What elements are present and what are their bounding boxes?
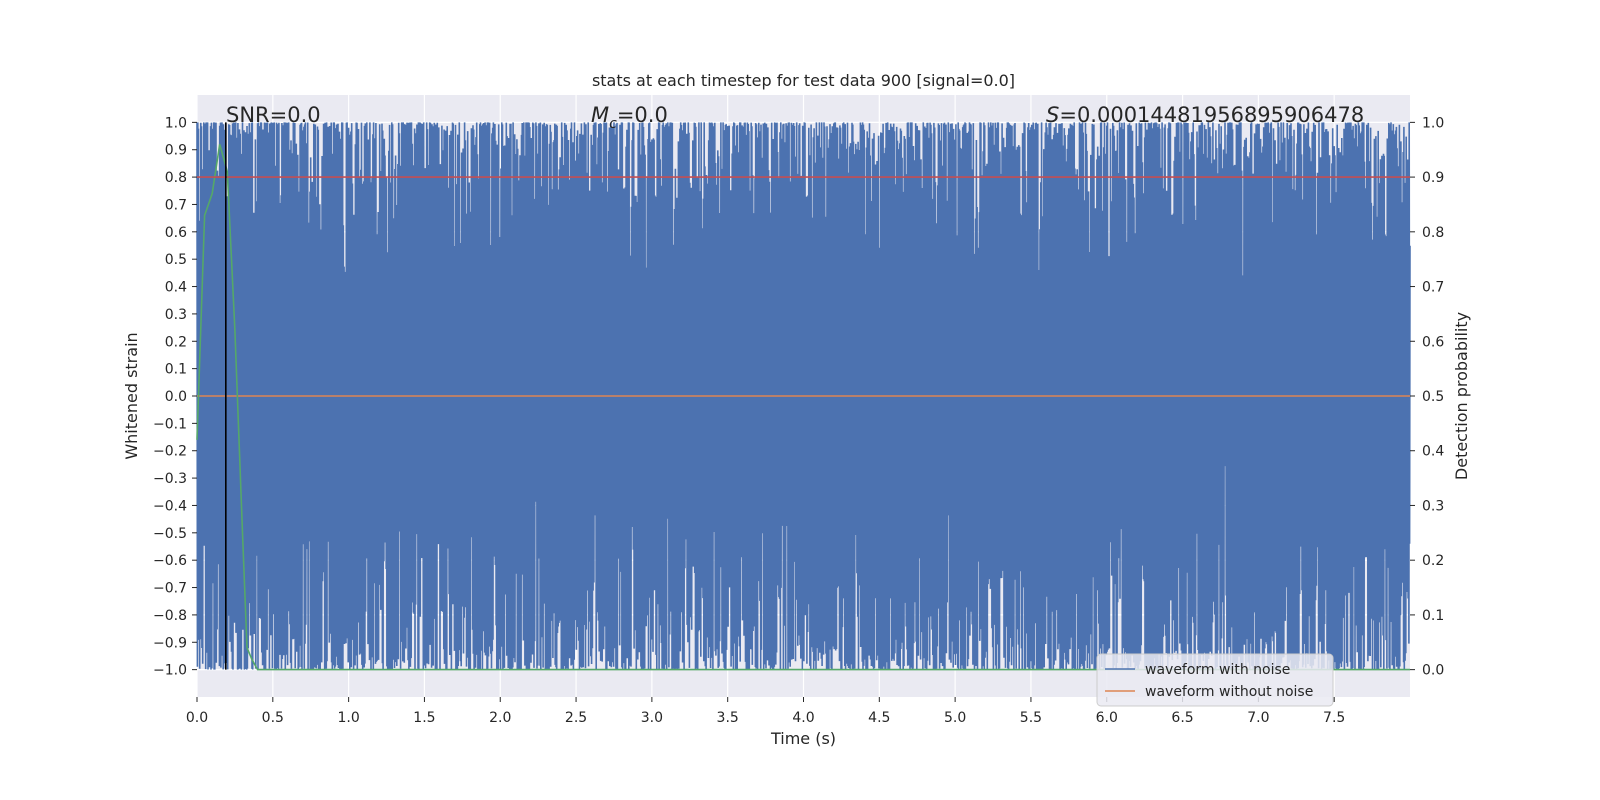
y-tick-label: 0.5 [165, 252, 187, 268]
annotation-s: S=0.00014481956895906478 [1046, 103, 1364, 127]
y-tick-label: 1.0 [165, 115, 187, 131]
x-tick-label: 3.5 [717, 710, 739, 726]
x-tick-label: 0.5 [262, 710, 284, 726]
annotation-s-value: =0.00014481956895906478 [1059, 103, 1364, 127]
legend-label-waveform-with-noise: waveform with noise [1145, 662, 1290, 678]
y-right-tick-label: 0.7 [1422, 280, 1444, 296]
y-tick-label: −0.9 [153, 635, 187, 651]
y-tick-label: −1.0 [153, 663, 187, 679]
annotation-chirp-mass: Mc=0.0 [591, 103, 668, 132]
y-tick-label: −0.1 [153, 416, 187, 432]
y-right-tick-label: 0.9 [1422, 170, 1444, 186]
y-tick-label: −0.6 [153, 553, 187, 569]
y-tick-label: −0.5 [153, 526, 187, 542]
legend-box [1096, 653, 1334, 707]
y-right-tick-label: 0.4 [1422, 444, 1444, 460]
x-axis-label: Time (s) [770, 729, 836, 748]
x-tick-label: 5.0 [944, 710, 966, 726]
x-tick-label: 4.5 [868, 710, 890, 726]
y-tick-label: 0.9 [165, 143, 187, 159]
y-tick-label: 0.7 [165, 197, 187, 213]
y-tick-label: −0.2 [153, 444, 187, 460]
x-tick-label: 7.0 [1247, 710, 1269, 726]
series-line-waveform-with-noise [196, 122, 1411, 670]
series-waveform-with-noise [196, 122, 1411, 670]
y-tick-label: −0.8 [153, 608, 187, 624]
y-tick-label: −0.3 [153, 471, 187, 487]
y-right-tick-label: 0.2 [1422, 553, 1444, 569]
axis-ticks: 0.0 0.5 1.0 1.5 2.0 2.5 3.0 3.5 4.0 4.5 5.0 5.5 6.0 6… [153, 115, 1444, 726]
y-tick-label: 0.4 [165, 280, 187, 296]
y-tick-label: 0.0 [165, 389, 187, 405]
y-right-tick-label: 0.1 [1422, 608, 1444, 624]
legend: waveform with noise waveform without noi… [1096, 653, 1334, 707]
y-tick-label: −0.7 [153, 581, 187, 597]
x-tick-label: 4.0 [792, 710, 814, 726]
y-right-tick-label: 0.8 [1422, 225, 1444, 241]
chart-title: stats at each timestep for test data 900… [592, 71, 1015, 90]
annotation-mc-subscript: c [609, 116, 617, 132]
x-tick-label: 6.5 [1171, 710, 1193, 726]
x-tick-label: 5.5 [1020, 710, 1042, 726]
series-line-detection-probability [196, 144, 1410, 671]
y-tick-label: −0.4 [153, 498, 187, 514]
x-tick-label: 0.0 [186, 710, 208, 726]
y-tick-label: 0.1 [165, 362, 187, 378]
annotation-mc-symbol: M [591, 103, 609, 127]
y-tick-label: 0.2 [165, 334, 187, 350]
y-right-tick-label: 0.6 [1422, 334, 1444, 350]
x-tick-label: 3.0 [641, 710, 663, 726]
x-tick-label: 1.0 [337, 710, 359, 726]
x-tick-label: 7.5 [1323, 710, 1345, 726]
y-right-tick-label: 1.0 [1422, 115, 1444, 131]
y-tick-label: 0.6 [165, 225, 187, 241]
y-axis-label-right: Detection probability [1452, 312, 1471, 480]
annotation-s-symbol: S [1046, 103, 1059, 127]
legend-label-waveform-without-noise: waveform without noise [1145, 684, 1313, 700]
y-tick-label: 0.8 [165, 170, 187, 186]
y-right-tick-label: 0.5 [1422, 389, 1444, 405]
x-tick-label: 6.0 [1096, 710, 1118, 726]
y-tick-label: 0.3 [165, 307, 187, 323]
x-tick-label: 2.0 [489, 710, 511, 726]
y-right-tick-label: 0.3 [1422, 498, 1444, 514]
annotation-mc-value: =0.0 [617, 103, 668, 127]
x-tick-label: 1.5 [413, 710, 435, 726]
y-right-tick-label: 0.0 [1422, 663, 1444, 679]
annotation-snr: SNR=0.0 [226, 103, 321, 127]
x-tick-label: 2.5 [565, 710, 587, 726]
y-axis-label-left: Whitened strain [122, 332, 141, 459]
series-lines [196, 122, 1410, 671]
